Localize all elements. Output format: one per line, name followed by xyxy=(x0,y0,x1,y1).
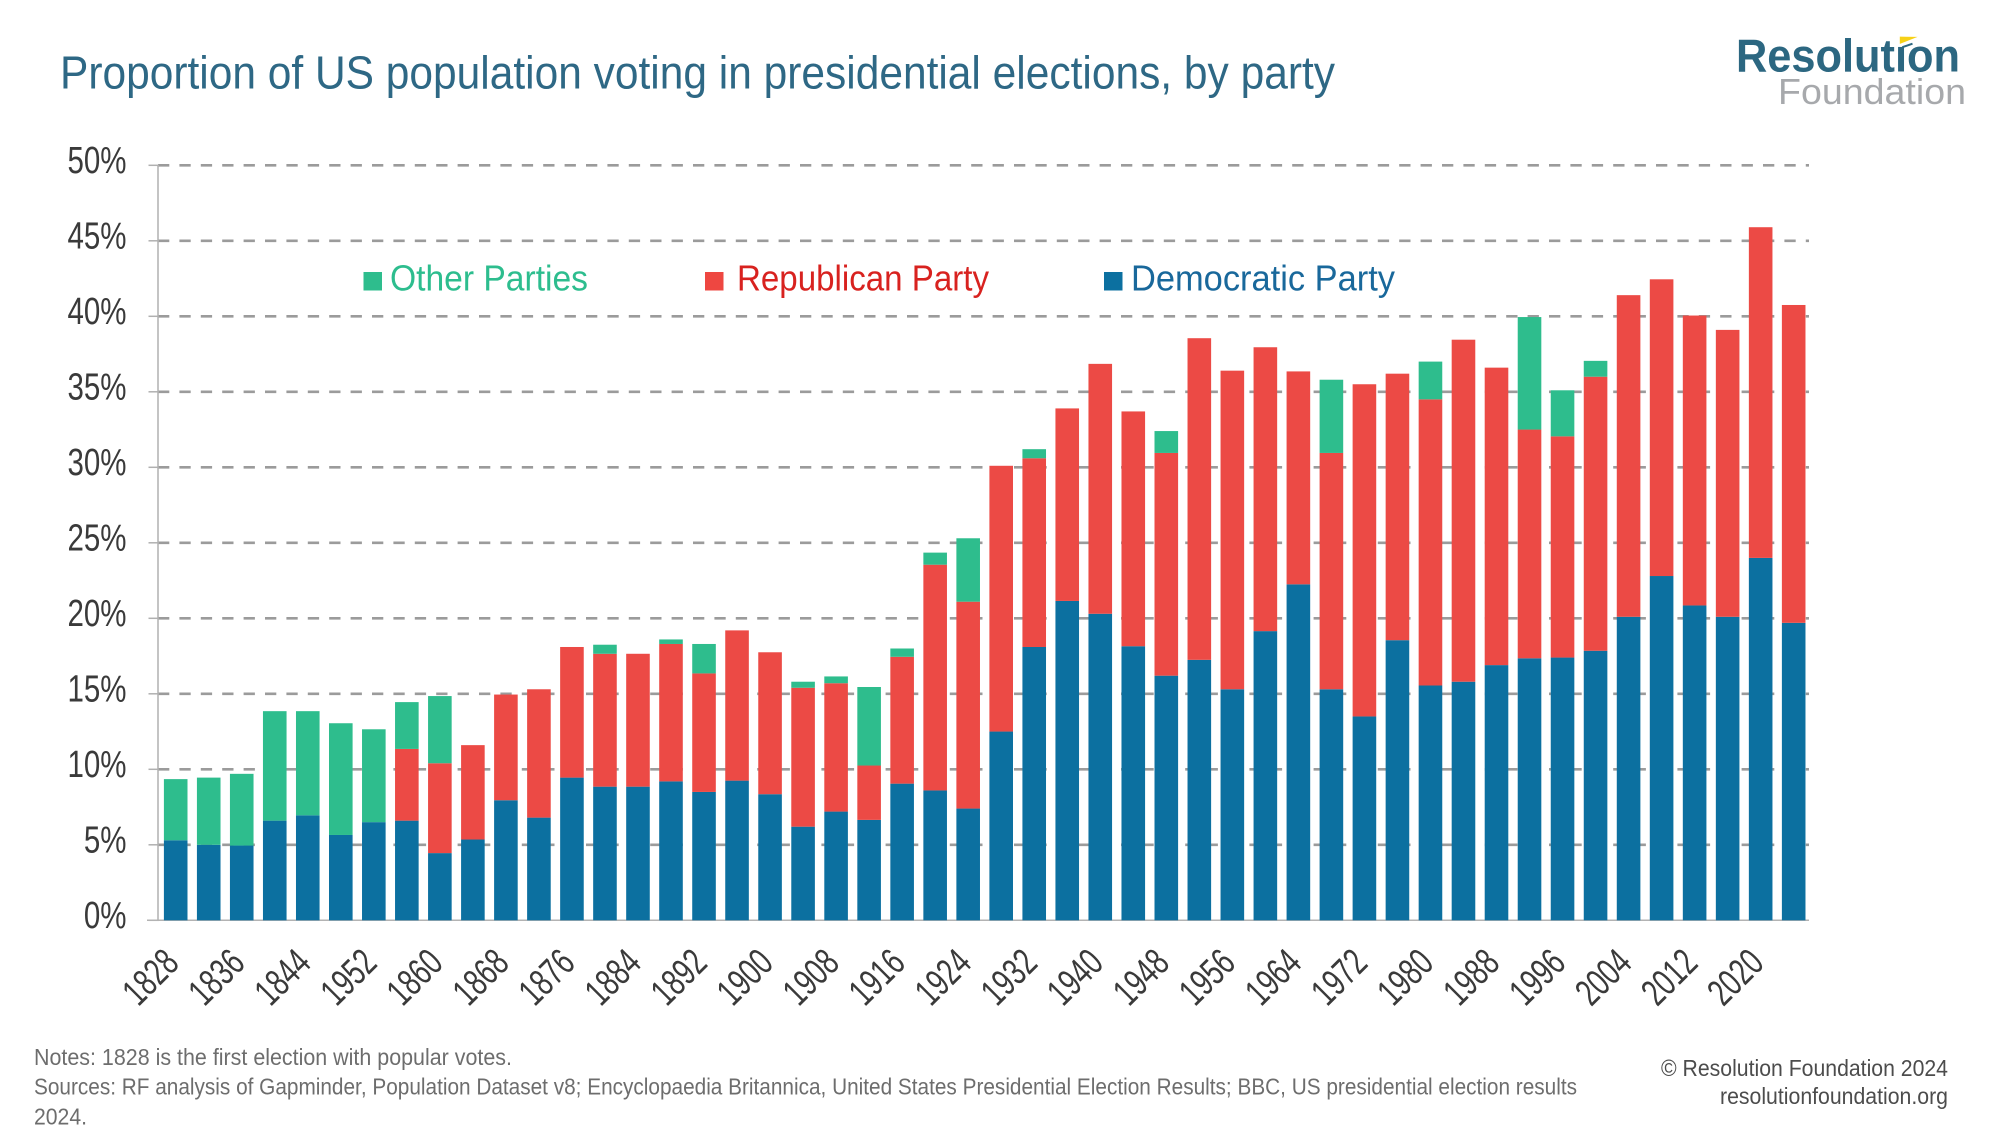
svg-text:1996: 1996 xyxy=(1502,942,1574,1014)
svg-text:2020: 2020 xyxy=(1700,942,1772,1014)
svg-text:Foundation: Foundation xyxy=(1778,71,1966,112)
svg-text:© Resolution Foundation 2024: © Resolution Foundation 2024 xyxy=(1661,1055,1948,1081)
svg-text:1844: 1844 xyxy=(247,942,319,1014)
svg-text:20%: 20% xyxy=(68,593,127,635)
svg-text:1932: 1932 xyxy=(973,942,1045,1014)
svg-text:resolutionfoundation.org: resolutionfoundation.org xyxy=(1720,1083,1948,1109)
svg-text:1964: 1964 xyxy=(1238,942,1310,1014)
svg-text:Sources: RF analysis of Gapmin: Sources: RF analysis of Gapminder, Popul… xyxy=(34,1074,1577,1100)
svg-text:0%: 0% xyxy=(84,895,127,937)
svg-text:Democratic Party: Democratic Party xyxy=(1131,257,1395,298)
svg-text:45%: 45% xyxy=(68,215,127,257)
svg-text:Resolutıon: Resolutıon xyxy=(1736,30,1960,82)
svg-text:2012: 2012 xyxy=(1634,942,1706,1014)
svg-text:Proportion of US population vo: Proportion of US population voting in pr… xyxy=(60,47,1335,99)
svg-text:1828: 1828 xyxy=(115,942,187,1014)
svg-text:Notes: 1828 is the first elect: Notes: 1828 is the first election with p… xyxy=(34,1044,512,1070)
svg-text:1876: 1876 xyxy=(511,942,583,1014)
svg-text:25%: 25% xyxy=(68,517,127,559)
svg-text:1836: 1836 xyxy=(181,942,253,1014)
svg-text:Other Parties: Other Parties xyxy=(390,257,588,298)
svg-text:2004: 2004 xyxy=(1568,942,1640,1014)
svg-text:35%: 35% xyxy=(68,366,127,408)
svg-text:1980: 1980 xyxy=(1370,942,1442,1014)
svg-text:30%: 30% xyxy=(68,442,127,484)
svg-text:1916: 1916 xyxy=(841,942,913,1014)
svg-text:1952: 1952 xyxy=(313,942,385,1014)
svg-text:50%: 50% xyxy=(68,140,127,182)
svg-text:1900: 1900 xyxy=(709,942,781,1014)
svg-text:1948: 1948 xyxy=(1106,942,1178,1014)
svg-text:1868: 1868 xyxy=(445,942,517,1014)
svg-text:10%: 10% xyxy=(68,744,127,786)
svg-text:Republican Party: Republican Party xyxy=(737,257,989,298)
svg-text:40%: 40% xyxy=(68,291,127,333)
svg-text:2024.: 2024. xyxy=(34,1103,87,1125)
svg-text:1884: 1884 xyxy=(577,942,649,1014)
svg-text:1892: 1892 xyxy=(643,942,715,1014)
svg-text:1860: 1860 xyxy=(379,942,451,1014)
svg-text:1940: 1940 xyxy=(1040,942,1112,1014)
svg-text:1972: 1972 xyxy=(1304,942,1376,1014)
svg-text:1908: 1908 xyxy=(775,942,847,1014)
svg-text:1924: 1924 xyxy=(907,942,979,1014)
svg-text:1956: 1956 xyxy=(1172,942,1244,1014)
svg-text:15%: 15% xyxy=(68,668,127,710)
svg-text:1988: 1988 xyxy=(1436,942,1508,1014)
svg-text:5%: 5% xyxy=(84,819,127,861)
